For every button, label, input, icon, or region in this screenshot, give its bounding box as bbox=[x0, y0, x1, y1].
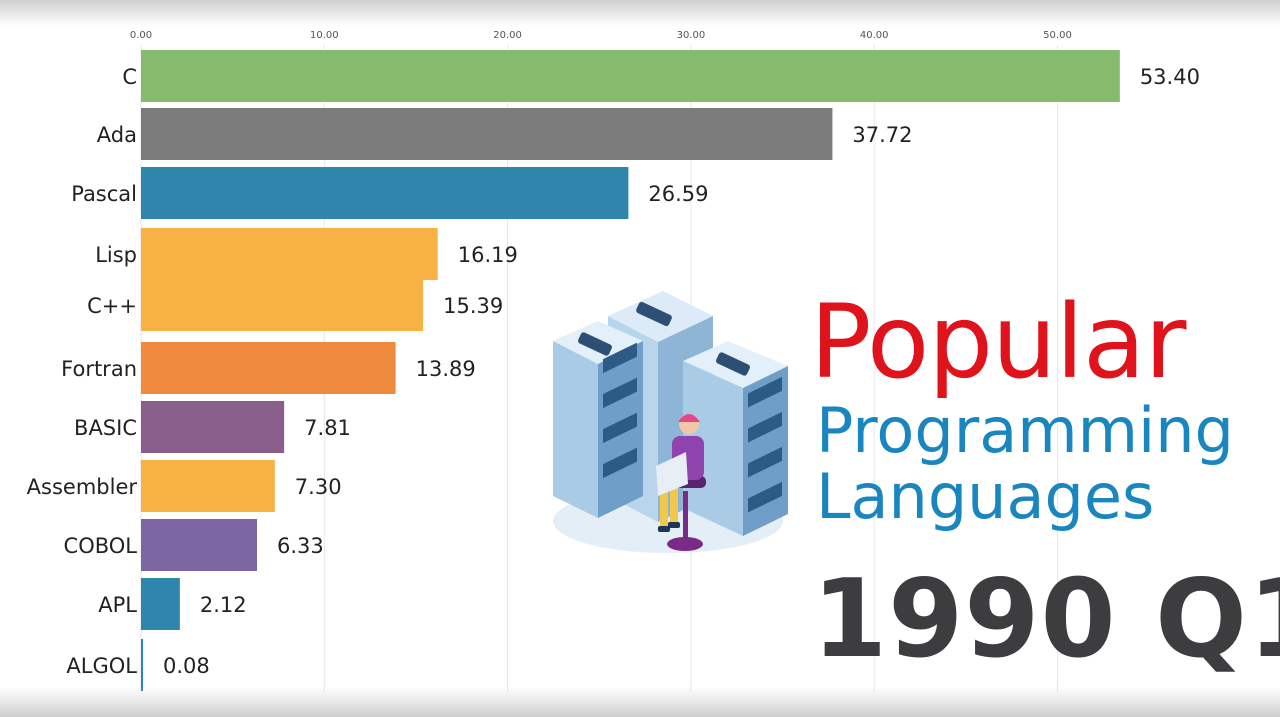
category-label: APL bbox=[98, 593, 137, 617]
bar bbox=[141, 342, 396, 394]
server-illustration bbox=[553, 291, 788, 553]
value-label: 7.30 bbox=[295, 475, 342, 499]
value-label: 7.81 bbox=[304, 416, 351, 440]
category-label: COBOL bbox=[64, 534, 138, 558]
category-label: Ada bbox=[97, 123, 137, 147]
value-label: 16.19 bbox=[458, 243, 518, 267]
value-label: 53.40 bbox=[1140, 65, 1200, 89]
bar bbox=[141, 519, 258, 571]
x-tick-label: 10.00 bbox=[310, 30, 339, 41]
category-label: BASIC bbox=[74, 416, 137, 440]
bar bbox=[141, 279, 424, 331]
bar bbox=[141, 108, 833, 160]
value-label: 2.12 bbox=[200, 593, 247, 617]
title-languages: Languages bbox=[816, 460, 1155, 533]
value-label: 26.59 bbox=[648, 182, 708, 206]
x-tick-label: 0.00 bbox=[130, 30, 152, 41]
category-label: Lisp bbox=[95, 243, 137, 267]
category-label: Pascal bbox=[71, 182, 137, 206]
category-label: Fortran bbox=[61, 357, 137, 381]
value-label: 15.39 bbox=[443, 294, 503, 318]
value-label: 13.89 bbox=[416, 357, 476, 381]
bar bbox=[141, 460, 275, 512]
x-tick-label: 30.00 bbox=[677, 30, 706, 41]
title-block: Popular Programming Languages bbox=[810, 288, 1260, 530]
category-label: Assembler bbox=[27, 475, 138, 499]
bar bbox=[141, 401, 285, 453]
top-shade bbox=[0, 0, 1280, 26]
value-label: 0.08 bbox=[163, 654, 210, 678]
bar bbox=[141, 228, 438, 280]
value-label: 37.72 bbox=[852, 123, 912, 147]
bar bbox=[141, 50, 1120, 102]
category-label: C++ bbox=[87, 294, 137, 318]
x-tick-label: 20.00 bbox=[493, 30, 522, 41]
category-label: ALGOL bbox=[66, 654, 137, 678]
bar bbox=[141, 167, 629, 219]
title-programming: Programming bbox=[816, 394, 1234, 467]
bottom-shade bbox=[0, 687, 1280, 717]
title-popular: Popular bbox=[810, 283, 1186, 402]
bar bbox=[141, 578, 180, 630]
category-label: C bbox=[122, 65, 137, 89]
period-label: 1990 Q1 bbox=[812, 557, 1280, 682]
x-tick-label: 50.00 bbox=[1043, 30, 1072, 41]
bar bbox=[141, 639, 143, 691]
value-label: 6.33 bbox=[277, 534, 324, 558]
x-tick-label: 40.00 bbox=[860, 30, 889, 41]
